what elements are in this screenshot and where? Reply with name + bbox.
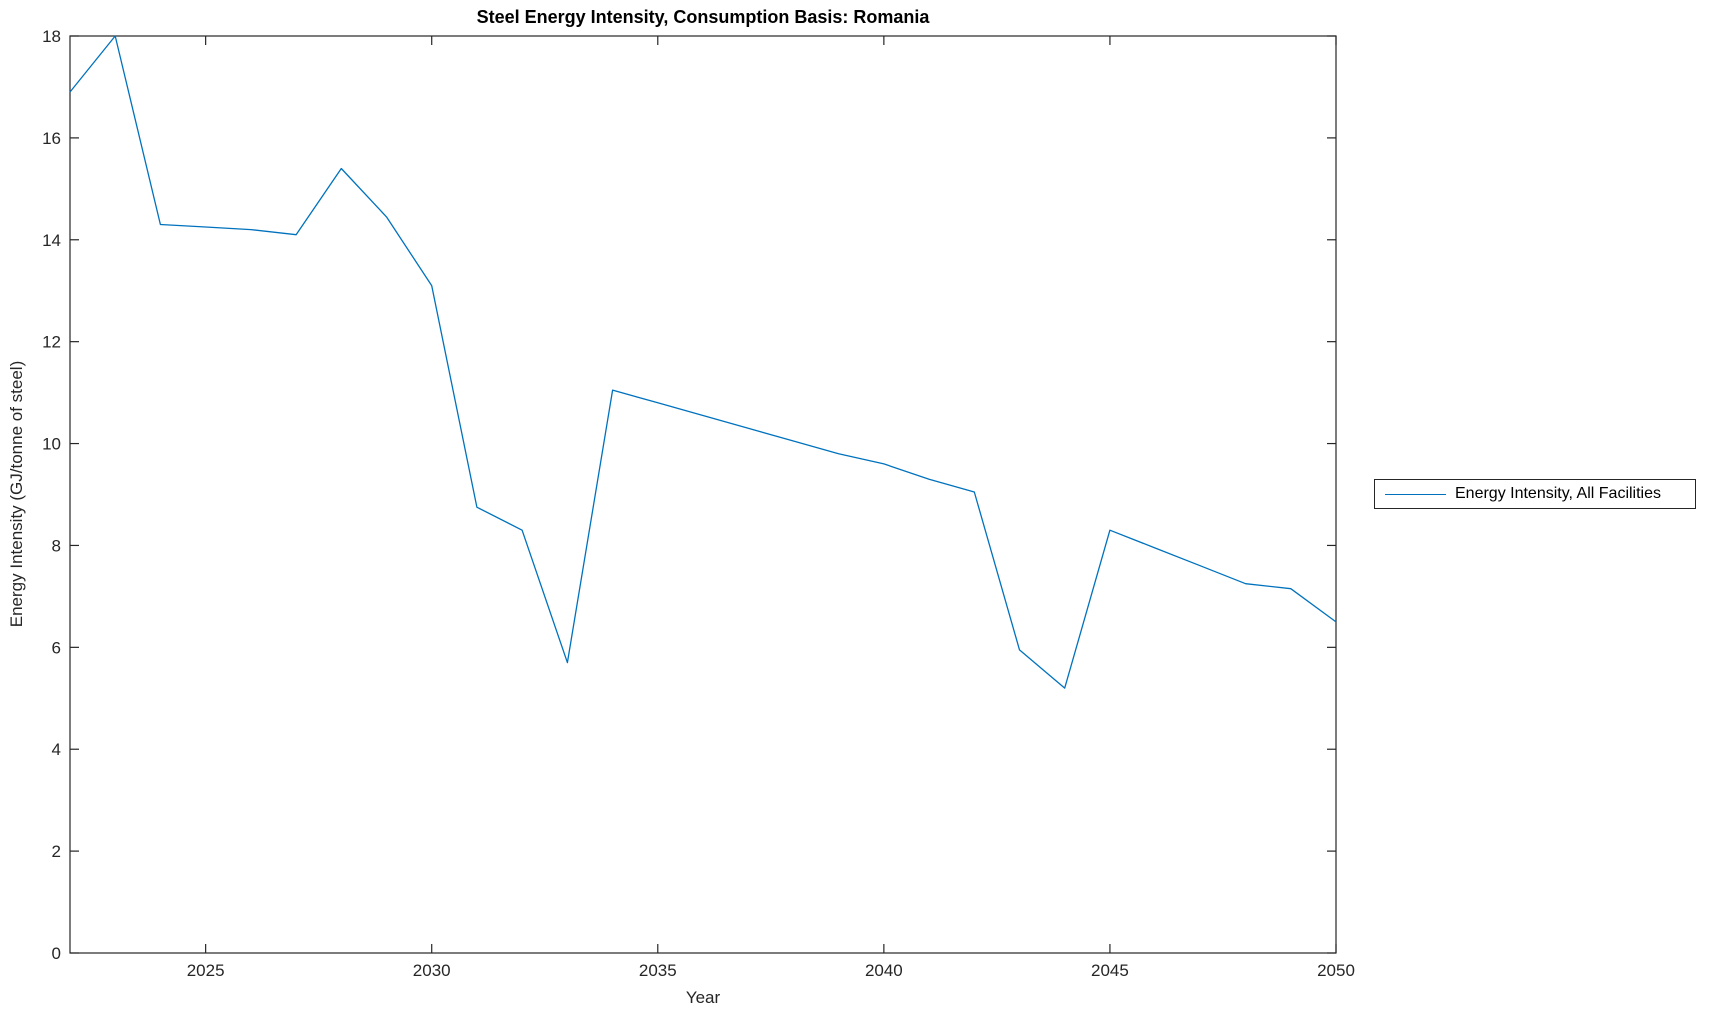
legend: Energy Intensity, All Facilities xyxy=(1374,479,1696,509)
y-tick-label: 16 xyxy=(42,129,61,148)
x-tick-label: 2040 xyxy=(865,961,903,980)
legend-line-sample-icon xyxy=(1385,493,1446,495)
y-tick-label: 12 xyxy=(42,333,61,352)
x-tick-label: 2045 xyxy=(1091,961,1129,980)
chart-title: Steel Energy Intensity, Consumption Basi… xyxy=(476,7,930,27)
x-tick-label: 2035 xyxy=(639,961,677,980)
axes-box xyxy=(69,35,1337,954)
y-tick-label: 6 xyxy=(52,638,61,657)
y-tick-label: 8 xyxy=(52,536,61,555)
y-axis-label: Energy Intensity (GJ/tonne of steel) xyxy=(7,360,26,628)
y-tick-label: 10 xyxy=(42,435,61,454)
y-tick-label: 18 xyxy=(42,27,61,46)
y-tick-label: 4 xyxy=(52,740,61,759)
x-axis-label: Year xyxy=(685,988,721,1007)
legend-entry-label: Energy Intensity, All Facilities xyxy=(1455,485,1662,502)
y-tick-label: 14 xyxy=(42,231,61,250)
y-tick-label: 2 xyxy=(52,842,61,861)
y-tick-label: 0 xyxy=(52,944,61,963)
x-tick-label: 2025 xyxy=(187,961,225,980)
x-tick-label: 2030 xyxy=(413,961,451,980)
x-tick-label: 2050 xyxy=(1317,961,1355,980)
energy-intensity-line xyxy=(69,35,1337,689)
